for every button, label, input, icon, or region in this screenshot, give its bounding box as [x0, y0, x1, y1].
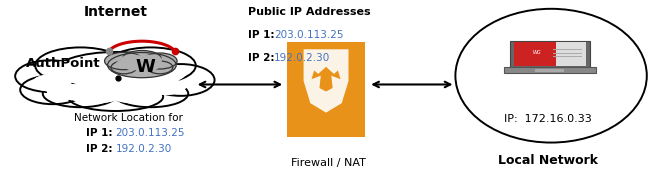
- Text: Firewall / NAT: Firewall / NAT: [290, 158, 366, 168]
- Ellipse shape: [110, 87, 156, 103]
- Ellipse shape: [65, 85, 104, 102]
- Ellipse shape: [120, 57, 145, 69]
- FancyBboxPatch shape: [287, 42, 365, 137]
- Text: Local Network: Local Network: [498, 154, 598, 167]
- Ellipse shape: [120, 55, 145, 65]
- Text: IP 2:: IP 2:: [86, 144, 116, 154]
- Ellipse shape: [129, 56, 154, 67]
- Ellipse shape: [47, 84, 86, 100]
- Text: 203.0.113.25: 203.0.113.25: [115, 128, 185, 139]
- Ellipse shape: [123, 51, 161, 67]
- Ellipse shape: [71, 58, 125, 80]
- Ellipse shape: [128, 67, 168, 86]
- Ellipse shape: [62, 65, 104, 84]
- FancyBboxPatch shape: [504, 67, 595, 73]
- Text: IP 1:: IP 1:: [86, 128, 116, 139]
- Text: Internet: Internet: [84, 5, 147, 19]
- Text: WG: WG: [532, 50, 541, 55]
- Ellipse shape: [145, 63, 186, 82]
- Ellipse shape: [75, 87, 121, 103]
- Ellipse shape: [71, 58, 125, 80]
- Ellipse shape: [35, 47, 125, 84]
- Ellipse shape: [87, 76, 144, 93]
- Ellipse shape: [87, 76, 144, 93]
- Ellipse shape: [88, 55, 143, 77]
- Ellipse shape: [106, 58, 160, 80]
- Ellipse shape: [140, 55, 162, 65]
- Ellipse shape: [44, 61, 86, 80]
- Ellipse shape: [65, 85, 104, 102]
- Ellipse shape: [15, 60, 85, 92]
- Ellipse shape: [111, 61, 137, 74]
- Ellipse shape: [145, 63, 186, 82]
- Ellipse shape: [113, 80, 188, 107]
- Ellipse shape: [44, 61, 86, 80]
- FancyBboxPatch shape: [535, 69, 564, 72]
- Ellipse shape: [43, 80, 118, 107]
- Ellipse shape: [88, 55, 143, 77]
- Ellipse shape: [110, 75, 156, 92]
- Ellipse shape: [62, 65, 104, 84]
- FancyBboxPatch shape: [510, 41, 589, 67]
- Ellipse shape: [20, 75, 85, 104]
- Text: W: W: [135, 58, 155, 76]
- Ellipse shape: [147, 64, 214, 96]
- Ellipse shape: [145, 79, 186, 95]
- Ellipse shape: [147, 61, 173, 74]
- Ellipse shape: [75, 87, 121, 103]
- Ellipse shape: [53, 52, 178, 94]
- Polygon shape: [304, 49, 348, 113]
- Ellipse shape: [455, 9, 647, 143]
- Ellipse shape: [47, 84, 86, 100]
- Ellipse shape: [32, 74, 71, 92]
- Ellipse shape: [110, 75, 156, 92]
- Ellipse shape: [104, 52, 143, 70]
- Text: IP:  172.16.0.33: IP: 172.16.0.33: [504, 114, 591, 124]
- Text: Public IP Addresses: Public IP Addresses: [248, 7, 370, 17]
- Text: 192.0.2.30: 192.0.2.30: [274, 53, 330, 63]
- Ellipse shape: [143, 53, 177, 69]
- Text: Network Location for: Network Location for: [75, 113, 183, 123]
- Text: IP 2:: IP 2:: [248, 53, 278, 63]
- Ellipse shape: [68, 82, 163, 111]
- Ellipse shape: [108, 52, 176, 78]
- Polygon shape: [312, 67, 341, 92]
- FancyBboxPatch shape: [513, 42, 556, 66]
- Ellipse shape: [143, 62, 159, 70]
- Ellipse shape: [125, 62, 141, 70]
- Ellipse shape: [106, 47, 196, 84]
- Ellipse shape: [32, 74, 71, 92]
- FancyBboxPatch shape: [556, 42, 586, 66]
- Text: 203.0.113.25: 203.0.113.25: [274, 30, 343, 40]
- Ellipse shape: [145, 79, 186, 95]
- Text: IP 1:: IP 1:: [248, 30, 278, 40]
- Ellipse shape: [128, 67, 168, 86]
- Ellipse shape: [140, 58, 162, 68]
- Ellipse shape: [115, 60, 132, 68]
- Ellipse shape: [106, 58, 160, 80]
- Ellipse shape: [110, 87, 156, 103]
- Text: AuthPoint: AuthPoint: [26, 57, 101, 70]
- Text: 192.0.2.30: 192.0.2.30: [115, 144, 172, 154]
- Ellipse shape: [75, 75, 121, 92]
- Ellipse shape: [75, 75, 121, 92]
